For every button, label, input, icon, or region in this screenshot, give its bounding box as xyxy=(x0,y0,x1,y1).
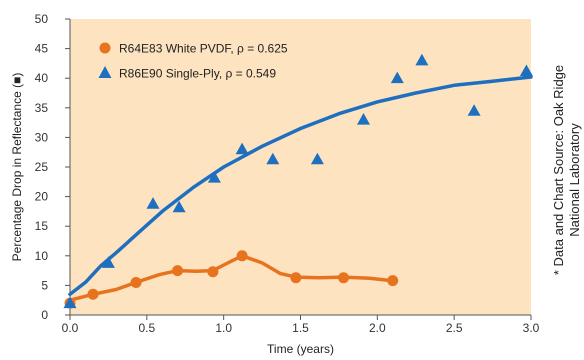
x-tick-label: 3.0 xyxy=(523,321,540,335)
source-note-line2: National Laboratory xyxy=(567,123,582,237)
x-tick-label: 2.5 xyxy=(446,321,463,335)
y-axis-title: Percentage Drop in Reflectance (■) xyxy=(10,73,24,262)
legend-marker-1 xyxy=(100,43,111,54)
series-1-point xyxy=(290,272,301,283)
y-tick-label: 25 xyxy=(35,160,49,174)
source-note-line1: * Data and Chart Source: Oak Ridge xyxy=(551,65,566,275)
y-tick-label: 10 xyxy=(35,249,49,263)
plot-area xyxy=(70,19,531,315)
y-tick-label: 30 xyxy=(35,130,49,144)
x-tick-label: 1.5 xyxy=(292,321,309,335)
y-tick-label: 15 xyxy=(35,219,49,233)
y-tick-label: 50 xyxy=(35,12,49,26)
series-1-point xyxy=(88,289,99,300)
legend-label-1: R64E83 White PVDF, ρ = 0.625 xyxy=(119,42,288,56)
y-tick-label: 0 xyxy=(41,308,48,322)
y-tick-label: 5 xyxy=(41,278,48,292)
series-1-point xyxy=(237,250,248,261)
series-1-point xyxy=(338,272,349,283)
x-tick-label: 0.5 xyxy=(138,321,155,335)
series-1-point xyxy=(207,266,218,277)
y-tick-label: 20 xyxy=(35,190,49,204)
y-tick-label: 35 xyxy=(35,101,49,115)
x-tick-label: 2.0 xyxy=(369,321,386,335)
series-1-point xyxy=(172,265,183,276)
x-axis-title: Time (years) xyxy=(267,342,334,356)
y-tick-label: 45 xyxy=(35,42,49,56)
series-1-point xyxy=(387,275,398,286)
y-tick-label: 40 xyxy=(35,71,49,85)
series-1-point xyxy=(131,277,142,288)
x-tick-label: 0.0 xyxy=(62,321,79,335)
x-tick-label: 1.0 xyxy=(215,321,232,335)
legend-label-2: R86E90 Single-Ply, ρ = 0.549 xyxy=(119,67,276,81)
